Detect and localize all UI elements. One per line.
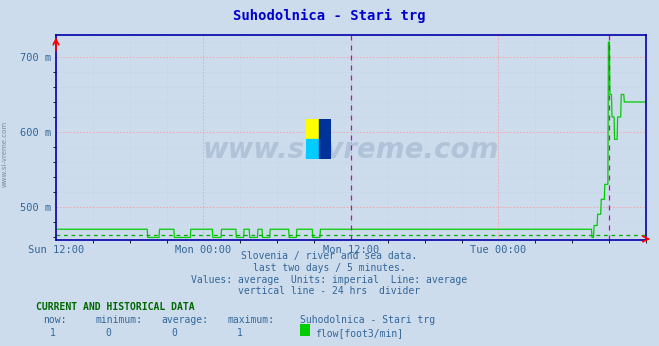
Bar <box>306 119 319 139</box>
Text: Values: average  Units: imperial  Line: average: Values: average Units: imperial Line: av… <box>191 275 468 285</box>
Text: maximum:: maximum: <box>227 315 274 325</box>
Text: CURRENT AND HISTORICAL DATA: CURRENT AND HISTORICAL DATA <box>36 302 195 312</box>
Text: 0: 0 <box>171 328 177 338</box>
Text: average:: average: <box>161 315 208 325</box>
Text: 0: 0 <box>105 328 111 338</box>
Text: 1: 1 <box>237 328 243 338</box>
Text: flow[foot3/min]: flow[foot3/min] <box>315 328 403 338</box>
Text: www.si-vreme.com: www.si-vreme.com <box>203 136 499 164</box>
Text: last two days / 5 minutes.: last two days / 5 minutes. <box>253 263 406 273</box>
Text: www.si-vreme.com: www.si-vreme.com <box>1 121 8 187</box>
Text: now:: now: <box>43 315 67 325</box>
Text: Slovenia / river and sea data.: Slovenia / river and sea data. <box>241 251 418 261</box>
Text: vertical line - 24 hrs  divider: vertical line - 24 hrs divider <box>239 286 420 297</box>
Text: minimum:: minimum: <box>96 315 142 325</box>
Text: 1: 1 <box>49 328 55 338</box>
Text: Suhodolnica - Stari trg: Suhodolnica - Stari trg <box>300 315 435 325</box>
Bar <box>319 119 331 159</box>
Text: Suhodolnica - Stari trg: Suhodolnica - Stari trg <box>233 9 426 23</box>
Bar <box>306 139 319 159</box>
